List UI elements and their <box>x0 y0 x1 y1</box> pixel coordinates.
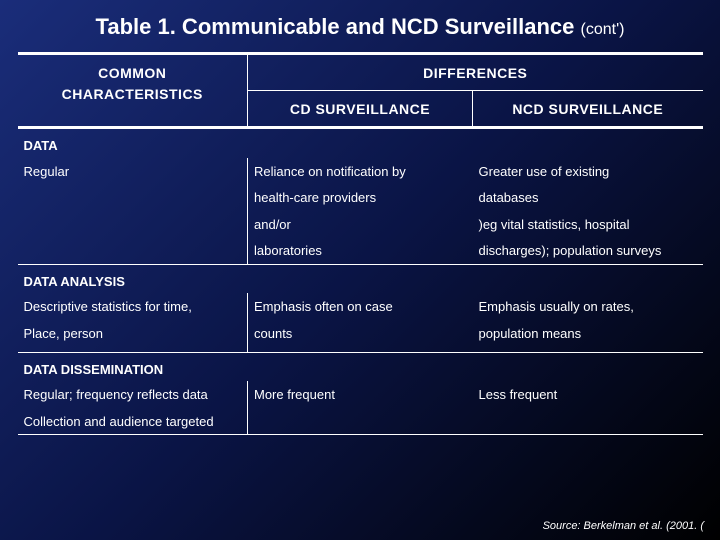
data-r1-c1: Regular <box>18 158 248 185</box>
analysis-r2-c1: Place, person <box>18 320 248 347</box>
analysis-r1-c1: Descriptive statistics for time, <box>18 293 248 320</box>
header-common: COMMON CHARACTERISTICS <box>18 54 248 128</box>
header-common-l1: COMMON <box>24 63 242 84</box>
data-r3-c2: and/or <box>248 211 473 238</box>
diss-r2-c2 <box>248 408 473 435</box>
section-analysis: DATA ANALYSIS <box>18 264 703 293</box>
analysis-r1-c3: Emphasis usually on rates, <box>473 293 703 320</box>
diss-r2-c3 <box>473 408 703 435</box>
header-ncd: NCD SURVEILLANCE <box>473 91 703 128</box>
data-r3-c1 <box>18 211 248 238</box>
section-data: DATA <box>18 128 703 158</box>
section-dissemination: DATA DISSEMINATION <box>18 352 703 381</box>
diss-r2-c1: Collection and audience targeted <box>18 408 248 435</box>
data-r2-c1 <box>18 184 248 211</box>
title-cont: (cont') <box>581 21 625 38</box>
header-differences: DIFFERENCES <box>248 54 703 91</box>
header-common-l2: CHARACTERISTICS <box>24 84 242 105</box>
data-r2-c3: databases <box>473 184 703 211</box>
surveillance-table: COMMON CHARACTERISTICS DIFFERENCES CD SU… <box>18 52 703 435</box>
data-r4-c3: discharges); population surveys <box>473 237 703 264</box>
source-citation: Source: Berkelman et al. (2001. ( <box>543 520 704 532</box>
diss-r1-c3: Less frequent <box>473 381 703 408</box>
diss-r1-c1: Regular; frequency reflects data <box>18 381 248 408</box>
header-cd: CD SURVEILLANCE <box>248 91 473 128</box>
table-title: Table 1. Communicable and NCD Surveillan… <box>0 0 720 44</box>
diss-r1-c2: More frequent <box>248 381 473 408</box>
data-r4-c2: laboratories <box>248 237 473 264</box>
data-r1-c3: Greater use of existing <box>473 158 703 185</box>
analysis-r1-c2: Emphasis often on case <box>248 293 473 320</box>
data-r4-c1 <box>18 237 248 264</box>
analysis-r2-c3: population means <box>473 320 703 347</box>
data-r1-c2: Reliance on notification by <box>248 158 473 185</box>
analysis-r2-c2: counts <box>248 320 473 347</box>
data-r2-c2: health-care providers <box>248 184 473 211</box>
data-r3-c3: )eg vital statistics, hospital <box>473 211 703 238</box>
title-text: Table 1. Communicable and NCD Surveillan… <box>96 14 575 39</box>
